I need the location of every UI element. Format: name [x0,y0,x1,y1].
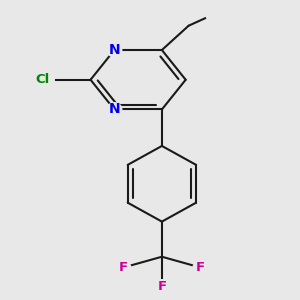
Text: Cl: Cl [36,73,50,86]
Circle shape [107,103,122,116]
Circle shape [154,280,169,293]
Circle shape [206,9,219,21]
Circle shape [32,70,54,90]
Text: F: F [119,261,128,274]
Circle shape [107,43,122,57]
Circle shape [116,261,131,274]
Text: F: F [157,280,167,293]
Text: N: N [109,43,120,57]
Circle shape [193,261,208,274]
Text: N: N [109,103,120,116]
Text: F: F [196,261,205,274]
